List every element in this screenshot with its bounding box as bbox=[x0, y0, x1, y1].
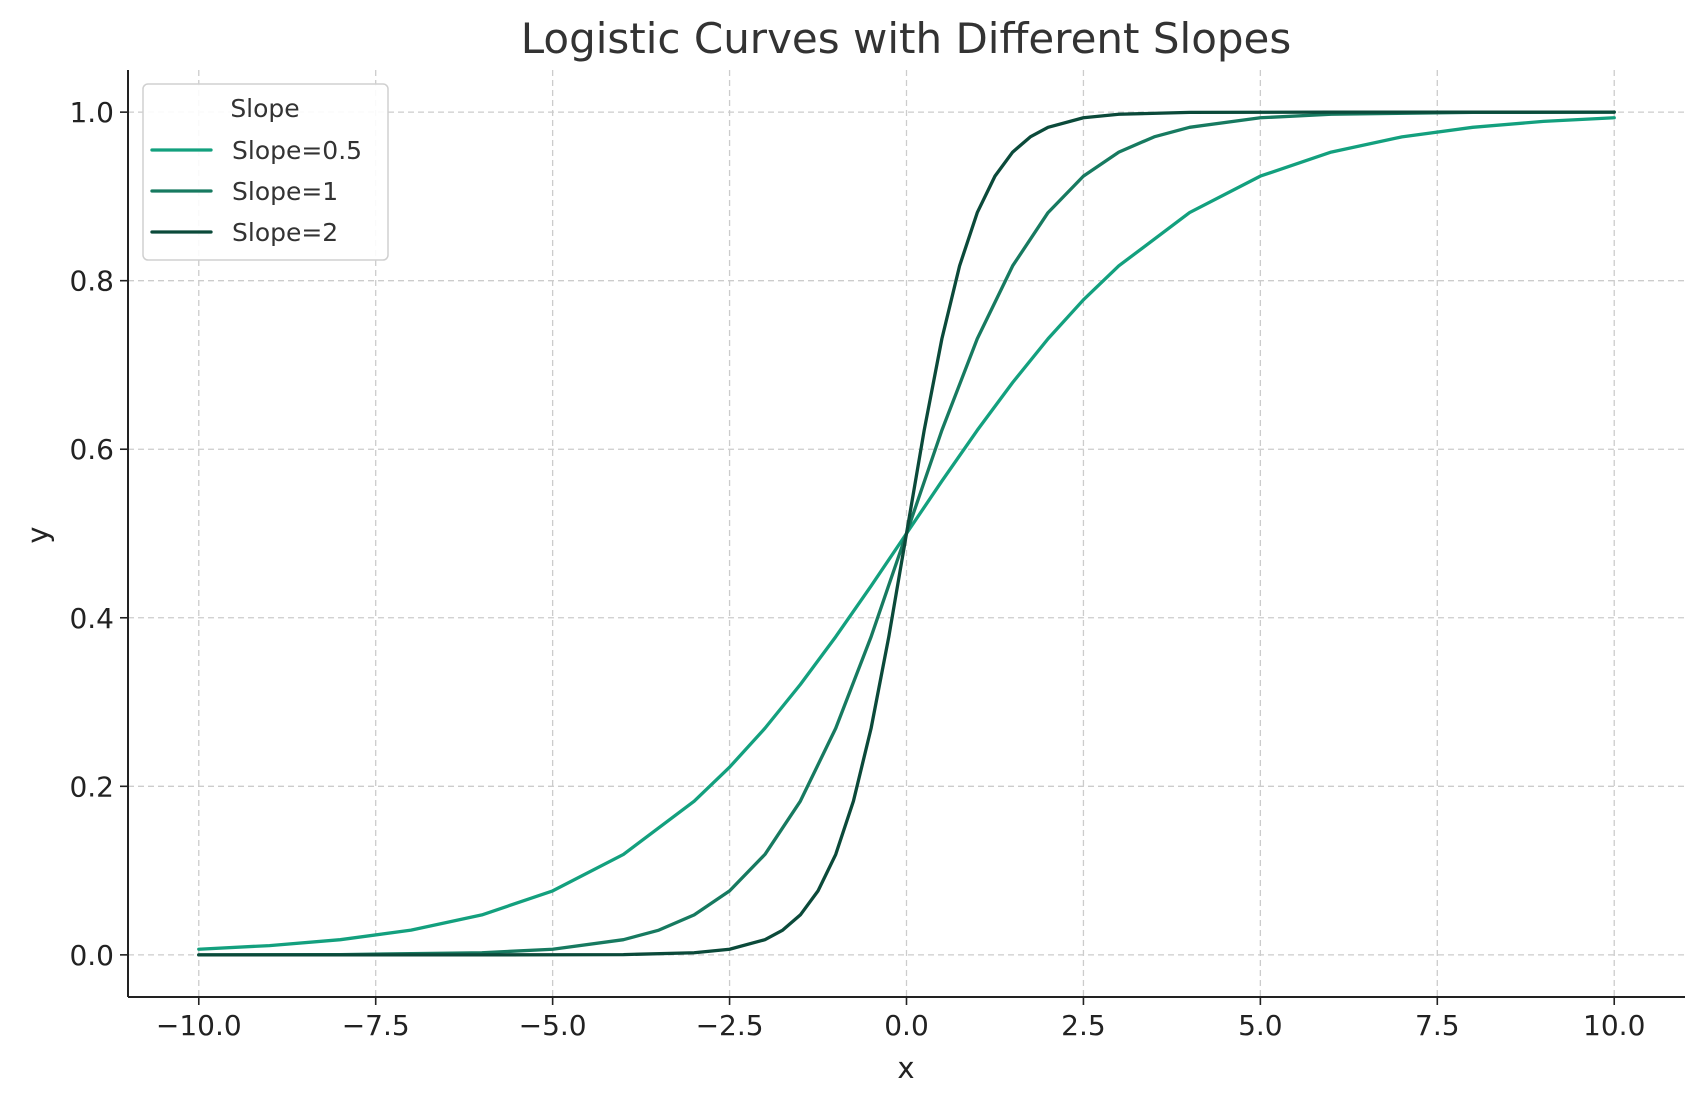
chart-title: Logistic Curves with Different Slopes bbox=[521, 14, 1292, 63]
x-tick-label-5: 2.5 bbox=[1061, 1009, 1106, 1042]
x-tick-label-3: −2.5 bbox=[696, 1009, 764, 1042]
legend-items: Slope=0.5 Slope=1 Slope=2 bbox=[150, 136, 362, 247]
legend-label-1: Slope=0.5 bbox=[232, 136, 362, 165]
x-tick-label-1: −7.5 bbox=[342, 1009, 410, 1042]
legend: Slope Slope=0.5 Slope=1 Slope=2 bbox=[142, 83, 389, 261]
y-tick-label-4: 0.8 bbox=[69, 265, 114, 298]
series-line-3 bbox=[197, 110, 1616, 957]
ticks: −10.0 −7.5 −5.0 −2.5 0.0 2.5 5.0 7.5 10.0 0.0 0.2 0… bbox=[69, 96, 1645, 1042]
legend-label-2: Slope=1 bbox=[232, 177, 338, 206]
y-tick-label-0: 0.0 bbox=[69, 939, 114, 972]
x-axis-label: x bbox=[897, 1051, 914, 1085]
x-tick-label-0: −10.0 bbox=[156, 1009, 242, 1042]
y-tick-label-1: 0.2 bbox=[69, 770, 114, 803]
series-lines bbox=[197, 110, 1616, 957]
x-tick-label-6: 5.0 bbox=[1238, 1009, 1283, 1042]
y-tick-label-5: 1.0 bbox=[69, 96, 114, 129]
legend-label-3: Slope=2 bbox=[232, 218, 338, 247]
x-tick-label-2: −5.0 bbox=[519, 1009, 587, 1042]
x-tick-label-4: 0.0 bbox=[884, 1009, 929, 1042]
x-tick-label-7: 7.5 bbox=[1415, 1009, 1460, 1042]
y-axis-label: y bbox=[21, 526, 55, 543]
y-tick-label-2: 0.4 bbox=[69, 602, 114, 635]
legend-box bbox=[142, 83, 389, 261]
y-tick-label-3: 0.6 bbox=[69, 433, 114, 466]
x-tick-label-8: 10.0 bbox=[1583, 1009, 1645, 1042]
legend-title: Slope bbox=[230, 94, 299, 123]
